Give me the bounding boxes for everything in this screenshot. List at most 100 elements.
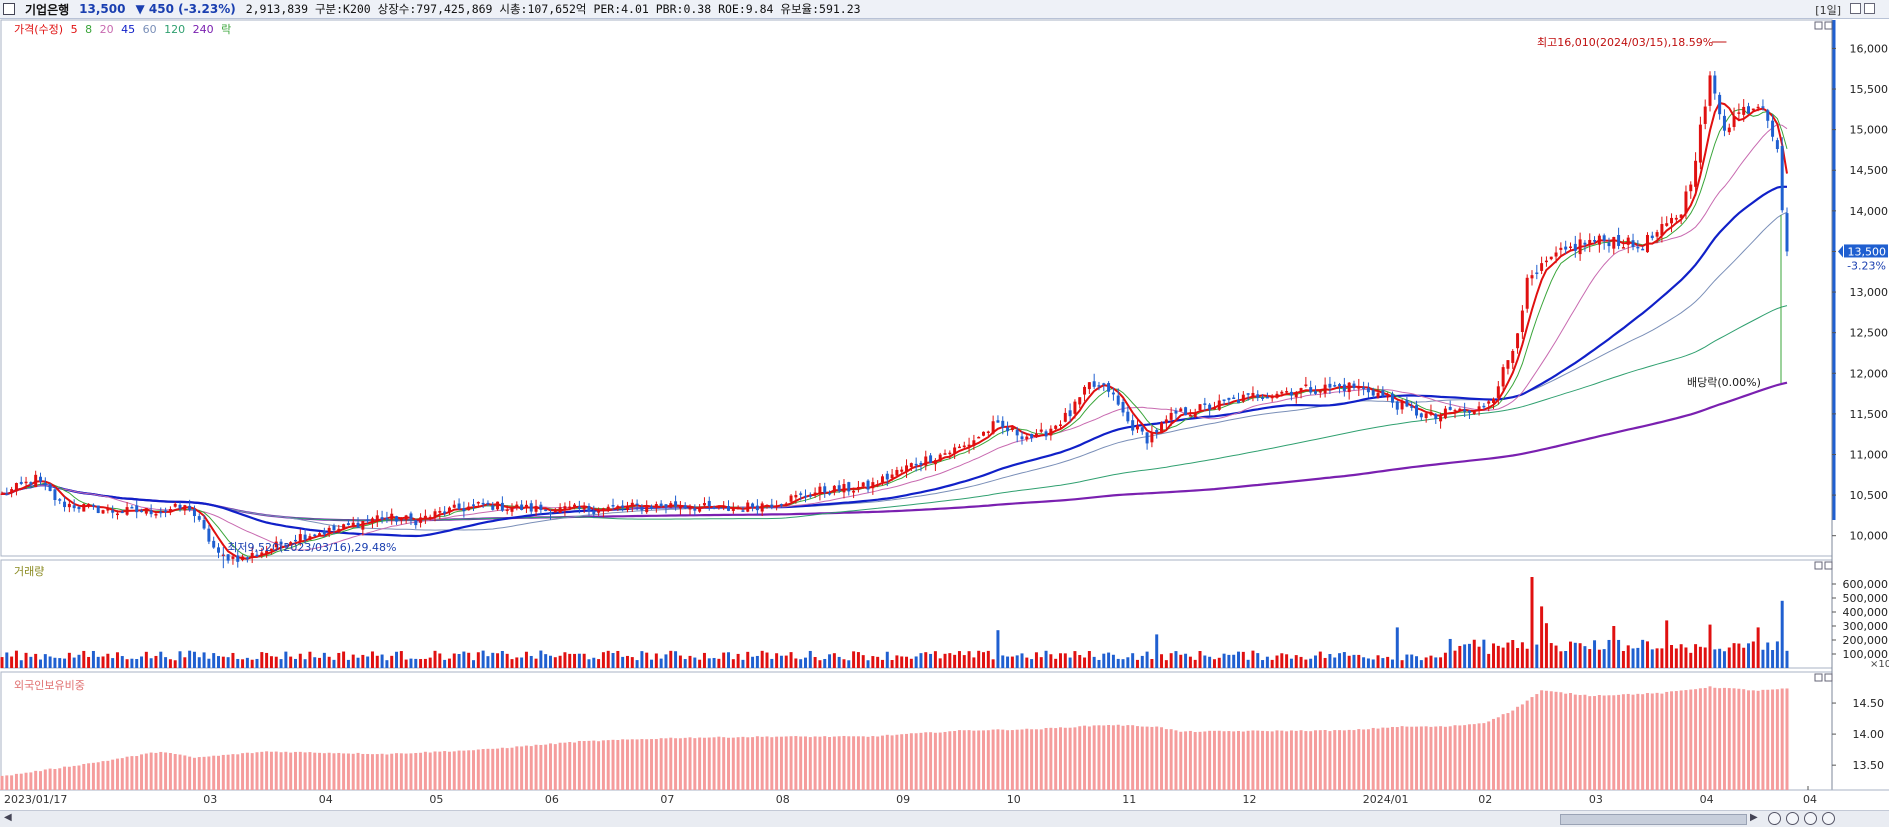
foreign-bar xyxy=(1362,729,1366,790)
candle xyxy=(10,489,14,493)
volume-bar xyxy=(1160,654,1164,668)
foreign-bar xyxy=(342,753,346,790)
legend-ma5[interactable]: 5 xyxy=(70,23,78,36)
foreign-bar xyxy=(1477,723,1481,790)
zoom-in-icon[interactable] xyxy=(1768,812,1781,825)
legend-ma45[interactable]: 45 xyxy=(121,23,136,36)
volume-bar xyxy=(1121,659,1125,668)
close-icon[interactable] xyxy=(1864,3,1875,14)
foreign-bar xyxy=(149,752,153,790)
volume-bar xyxy=(1602,649,1606,668)
period-label[interactable]: [1일] xyxy=(1815,4,1841,17)
volume-bar xyxy=(308,651,312,668)
legend-ma60[interactable]: 60 xyxy=(142,23,157,36)
candle xyxy=(438,510,442,513)
foreign-bar xyxy=(101,761,105,790)
volume-bar xyxy=(539,650,543,668)
x-tick-label: 05 xyxy=(429,793,443,806)
legend-ma240[interactable]: 240 xyxy=(192,23,214,36)
zoom-fit-icon[interactable] xyxy=(1822,812,1835,825)
foreign-bar xyxy=(866,736,870,790)
foreign-bar xyxy=(1516,706,1520,790)
volume-legend[interactable]: 거래량 xyxy=(14,565,45,578)
minimize-icon[interactable] xyxy=(1850,3,1861,14)
candle xyxy=(861,482,865,487)
volume-bar xyxy=(1645,641,1649,668)
candle xyxy=(722,506,726,509)
legend-dividend[interactable]: 락 xyxy=(221,23,232,36)
candle xyxy=(1256,394,1260,398)
candle xyxy=(106,508,110,511)
x-tick-label: 03 xyxy=(1589,793,1603,806)
volume-bar xyxy=(1487,653,1491,668)
foreign-bar xyxy=(130,756,134,790)
candle xyxy=(154,513,158,516)
volume-bar xyxy=(1698,646,1702,668)
candle xyxy=(1694,160,1698,187)
foreign-bar xyxy=(269,751,273,790)
candle xyxy=(390,513,394,520)
candle xyxy=(159,511,163,514)
scroll-left-icon[interactable]: ◀ xyxy=(4,812,12,823)
foreign-bar xyxy=(423,751,427,790)
volume-bar xyxy=(1631,648,1635,668)
volume-bar xyxy=(202,652,206,668)
foreign-bar xyxy=(957,730,961,790)
candle xyxy=(702,503,706,506)
volume-bar xyxy=(87,656,91,668)
candle xyxy=(250,553,254,558)
candle xyxy=(202,520,206,529)
candle xyxy=(1294,392,1298,398)
legend-ma20[interactable]: 20 xyxy=(99,23,114,36)
foreign-bar xyxy=(1188,730,1192,790)
legend-ma8[interactable]: 8 xyxy=(85,23,93,36)
candle xyxy=(779,504,783,506)
chart-area[interactable]: 16,000 15,500 15,000 14,500 14,000 13,500 13,0… xyxy=(0,0,1889,810)
candle xyxy=(1631,240,1635,248)
stock-name[interactable]: 기업은행 xyxy=(25,2,70,17)
volume-bar xyxy=(1208,656,1212,668)
legend-price[interactable]: 가격(수정) xyxy=(14,23,64,36)
foreign-bar xyxy=(1655,692,1659,790)
candle xyxy=(14,483,18,492)
foreign-bar xyxy=(1318,730,1322,790)
foreign-bar xyxy=(832,736,836,790)
ma5-line xyxy=(1,101,1788,560)
foreign-bar xyxy=(779,736,783,790)
scroll-thumb[interactable] xyxy=(1560,814,1747,825)
candle xyxy=(370,518,374,522)
volume-bar xyxy=(1328,654,1332,668)
volume-bar xyxy=(395,651,399,668)
foreign-bar xyxy=(212,755,216,790)
zoom-out-icon[interactable] xyxy=(1786,812,1799,825)
candle xyxy=(885,473,889,480)
volume-bar xyxy=(938,658,942,668)
volume-bar xyxy=(1448,638,1452,668)
candle xyxy=(1333,385,1337,387)
scroll-right-icon[interactable]: ▶ xyxy=(1750,812,1758,823)
foreign-bar xyxy=(1698,688,1702,790)
volume-bar xyxy=(293,658,297,668)
volume-bar xyxy=(274,656,278,668)
foreign-bar xyxy=(1713,687,1717,790)
volume-bar xyxy=(1198,651,1202,668)
foreign-bar xyxy=(289,752,293,790)
foreign-bar xyxy=(173,754,177,790)
foreign-bar xyxy=(1174,730,1178,790)
foreign-bar xyxy=(1386,727,1390,790)
legend-ma120[interactable]: 120 xyxy=(164,23,186,36)
foreign-bar xyxy=(1732,688,1736,790)
foreign-tick-label: 13.50 xyxy=(1853,759,1885,772)
foreign-bar xyxy=(1737,688,1741,790)
foreign-legend[interactable]: 외국인보유비중 xyxy=(14,679,85,692)
ma8-line xyxy=(1,109,1788,558)
zoom-reset-icon[interactable] xyxy=(1804,812,1817,825)
stock-selector-icon[interactable] xyxy=(3,3,15,15)
candle xyxy=(866,480,870,490)
horizontal-scrollbar[interactable]: ◀ ▶ xyxy=(0,810,1889,827)
foreign-bar xyxy=(125,756,129,790)
foreign-bar xyxy=(67,766,71,790)
volume-bar xyxy=(428,657,432,668)
foreign-bar xyxy=(1111,725,1115,790)
volume-bar xyxy=(597,659,601,668)
